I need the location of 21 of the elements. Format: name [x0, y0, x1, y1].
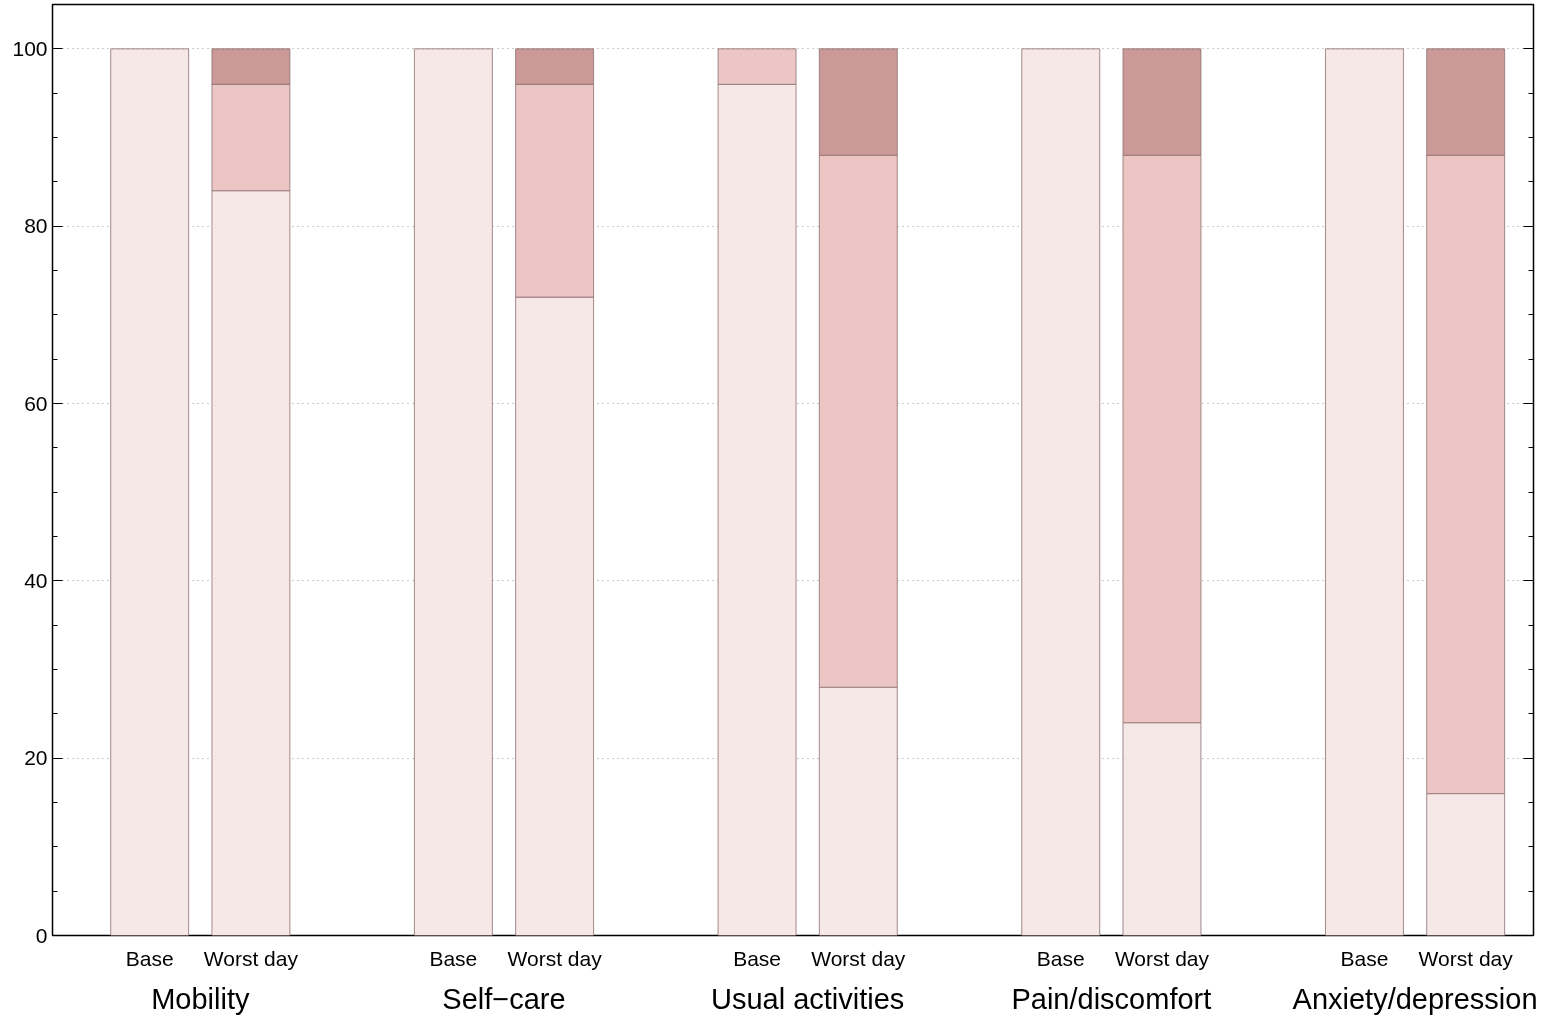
x-tick-label: Base — [733, 946, 782, 970]
x-tick-label: Worst day — [1418, 946, 1514, 970]
x-tick-label: Worst day — [811, 946, 906, 970]
x-tick-label: Worst day — [1114, 946, 1210, 970]
x-tick-label: Base — [1036, 946, 1085, 970]
y-tick-label: 60 — [24, 391, 48, 415]
x-tick-label: Base — [429, 946, 478, 970]
text: Mobility — [151, 982, 250, 1015]
y-tick-label: 40 — [24, 568, 48, 592]
y-tick-label: 0 — [35, 923, 48, 947]
text: Self−care — [442, 982, 566, 1015]
text: Pain/discomfort — [1011, 982, 1212, 1015]
text: Anxiety/depression — [1292, 982, 1538, 1015]
y-tick-label: 100 — [12, 36, 48, 60]
y-tick-label: 20 — [24, 746, 48, 770]
y-tick-label: 80 — [24, 214, 48, 238]
x-tick-label: Worst day — [203, 946, 299, 970]
x-tick-label: Worst day — [507, 946, 603, 970]
text: Usual activities — [710, 982, 905, 1015]
x-tick-label: Base — [1340, 946, 1389, 970]
x-tick-label: Base — [125, 946, 174, 970]
